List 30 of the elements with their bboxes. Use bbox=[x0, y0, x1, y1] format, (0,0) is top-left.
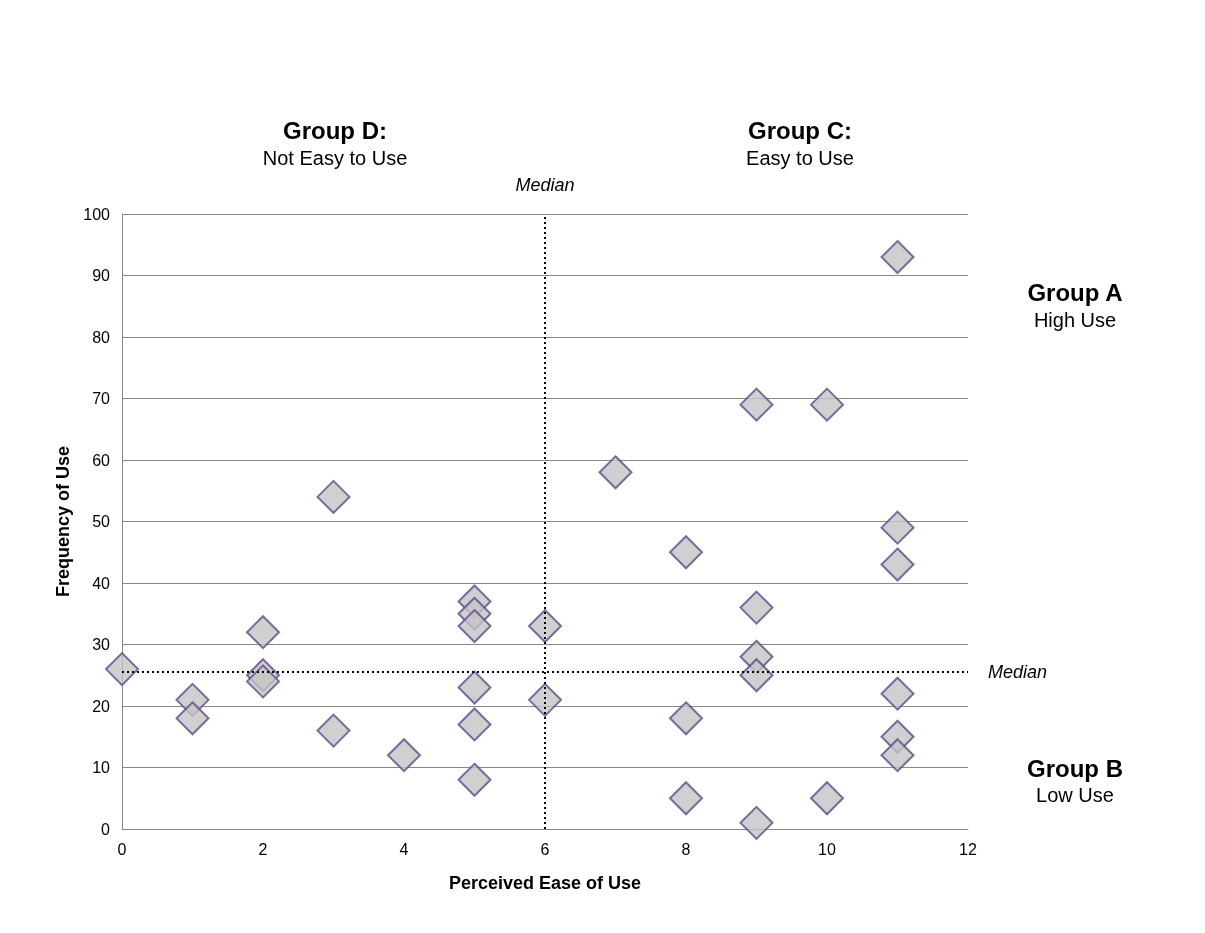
text: Group B bbox=[1027, 754, 1123, 782]
text: Group D: bbox=[283, 116, 387, 144]
text: Not Easy to Use bbox=[262, 147, 408, 169]
x-tick-label: 4 bbox=[399, 840, 409, 858]
text: High Use bbox=[1033, 309, 1117, 331]
x-tick-label: 0 bbox=[117, 840, 127, 858]
y-tick-label: 20 bbox=[92, 697, 111, 715]
y-tick-label: 10 bbox=[92, 759, 111, 776]
x-tick-label: 6 bbox=[540, 840, 550, 858]
x-tick-label: 8 bbox=[681, 840, 691, 858]
ref-line-label: Median bbox=[515, 175, 575, 195]
text: Low Use bbox=[1036, 784, 1114, 806]
y-tick-label: 0 bbox=[101, 820, 111, 838]
y-tick-label: 30 bbox=[92, 636, 111, 653]
text: Group A bbox=[1027, 278, 1123, 306]
x-tick-label: 10 bbox=[818, 840, 836, 858]
x-tick-label: 12 bbox=[959, 840, 977, 858]
y-tick-label: 90 bbox=[92, 267, 111, 284]
y-tick-label: 60 bbox=[92, 451, 111, 469]
y-axis-title: Frequency of Use bbox=[53, 445, 73, 598]
y-tick-label: 70 bbox=[92, 390, 111, 407]
y-tick-label: 100 bbox=[83, 205, 111, 223]
text: Easy to Use bbox=[746, 147, 854, 169]
text: Group C: bbox=[748, 116, 852, 144]
y-tick-label: 40 bbox=[92, 574, 111, 592]
x-axis-title: Perceived Ease of Use bbox=[448, 873, 642, 893]
x-tick-label: 2 bbox=[258, 840, 268, 858]
y-tick-label: 80 bbox=[92, 328, 111, 346]
y-tick-label: 50 bbox=[92, 513, 111, 530]
ref-line-label: Median bbox=[988, 662, 1048, 683]
